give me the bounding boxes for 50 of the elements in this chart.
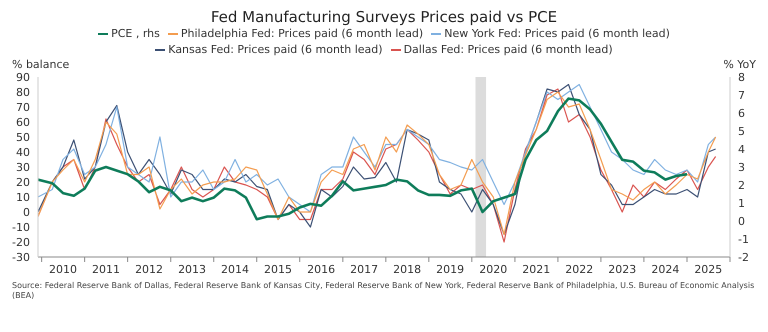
y2-tick-label: 4 <box>738 142 745 156</box>
x-tick-label: 2011 <box>92 263 120 276</box>
y-tick-label: -10 <box>12 220 30 234</box>
x-tick-label: 2010 <box>48 263 77 276</box>
y-tick-label: 0 <box>23 206 30 219</box>
y2-tick-label: 8 <box>738 70 745 84</box>
x-tick-label: 2014 <box>221 263 250 276</box>
y-tick-label: 60 <box>16 116 30 129</box>
x-tick-label: 2017 <box>350 263 378 276</box>
legend-label: Kansas Fed: Prices paid (6 month lead) <box>167 42 383 58</box>
x-tick-label: 2013 <box>178 263 206 276</box>
line-series <box>38 97 688 220</box>
x-tick-label: 2025 <box>694 263 722 276</box>
y2-tick-label: 2 <box>738 178 745 192</box>
y-axis-title: % balance <box>12 58 70 71</box>
x-tick-label: 2019 <box>436 263 464 276</box>
legend-label: PCE , rhs <box>110 26 160 42</box>
y2-tick-label: -1 <box>738 232 749 246</box>
y2-tick-label: 5 <box>738 124 745 138</box>
chart-title: Fed Manufacturing Surveys Prices paid vs PCE <box>210 8 558 26</box>
legend-label: Dallas Fed: Prices paid (6 month lead) <box>402 42 613 58</box>
y2-axis-title: % YoY <box>723 58 756 71</box>
x-tick-label: 2018 <box>393 263 422 276</box>
y-tick-label: -20 <box>12 236 30 249</box>
legend-label: New York Fed: Prices paid (6 month lead) <box>443 26 670 42</box>
x-tick-label: 2020 <box>479 263 508 276</box>
y-tick-label: -30 <box>12 250 30 264</box>
y2-tick-label: 7 <box>738 88 745 102</box>
y2-tick-label: 1 <box>738 196 745 210</box>
legend-label: Philadelphia Fed: Prices paid (6 month lead) <box>180 26 424 42</box>
source-note: Source: Federal Reserve Bank of Dallas, Federal Reserve Bank of Kansas City, Federal Reserve Bank of New York, Federal Reserve Bank of Philadelphia, U.S. Bureau of Economic Analysis (BEA) <box>11 280 756 301</box>
y-tick-label: 80 <box>16 86 30 99</box>
y-tick-label: 20 <box>16 176 30 189</box>
y2-tick-label: 6 <box>738 106 745 120</box>
x-tick-label: 2021 <box>522 263 550 276</box>
y-tick-label: 90 <box>16 70 30 84</box>
y-tick-label: 30 <box>16 160 30 174</box>
y-tick-label: 40 <box>16 146 30 159</box>
y2-tick-label: -2 <box>738 250 749 264</box>
y-tick-label: 10 <box>16 190 30 204</box>
y2-tick-label: 3 <box>738 160 745 174</box>
x-tick-label: 2015 <box>264 263 292 276</box>
x-tick-label: 2016 <box>307 263 336 276</box>
y-tick-label: 50 <box>16 130 30 144</box>
x-tick-label: 2024 <box>651 263 680 276</box>
y2-tick-label: 0 <box>738 214 745 228</box>
y-tick-label: 70 <box>16 100 30 114</box>
x-tick-label: 2023 <box>608 263 636 276</box>
x-tick-label: 2022 <box>565 263 594 276</box>
x-tick-label: 2012 <box>135 263 164 276</box>
